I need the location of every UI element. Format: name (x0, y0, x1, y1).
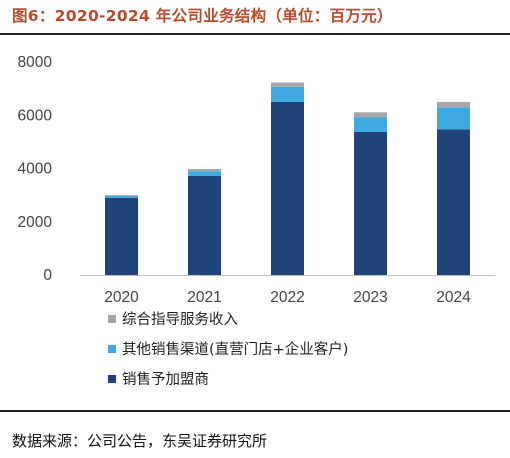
bar-segment-2024-s0 (437, 129, 470, 275)
bar-segment-2022-s0 (271, 101, 304, 275)
x-tick-label: 2021 (187, 289, 221, 306)
source-note: 数据来源：公司公告，东吴证券研究所 (12, 432, 268, 450)
y-tick-label: 0 (43, 267, 52, 284)
x-tick-label: 2024 (436, 289, 471, 306)
bar-segment-2024-s1 (437, 107, 470, 130)
bar-segment-2022-s1 (271, 86, 304, 102)
stacked-bar-chart: 0 2000 4000 6000 8000 2020 2021 2022 2023 2024 综… (18, 54, 495, 388)
bar-segment-2020-s2 (105, 195, 138, 196)
legend-label: 综合指导服务收入 (122, 311, 238, 328)
bar-segment-2020-s1 (105, 195, 138, 198)
y-tick-label: 4000 (18, 161, 53, 178)
legend-label: 销售予加盟商 (122, 371, 209, 388)
title-rule (0, 33, 510, 35)
legend-swatch (108, 345, 116, 353)
y-axis: 0 2000 4000 6000 8000 (18, 54, 53, 284)
x-tick-label: 2023 (353, 289, 387, 306)
bar-segment-2022-s2 (271, 82, 304, 87)
bar-segment-2024-s2 (437, 101, 470, 108)
legend-label: 其他销售渠道(直营门店+企业客户) (122, 340, 348, 358)
bar-segment-2021-s2 (188, 169, 221, 172)
legend-swatch (108, 375, 116, 383)
source-rule (0, 410, 510, 412)
y-tick-label: 6000 (18, 107, 53, 124)
y-tick-label: 8000 (18, 54, 53, 71)
bar-segment-2023-s0 (354, 131, 387, 275)
bar-segment-2021-s1 (188, 171, 221, 176)
y-tick-label: 2000 (18, 214, 53, 231)
legend-swatch (108, 315, 116, 323)
x-tick-label: 2022 (270, 289, 304, 306)
bar-segment-2020-s0 (105, 197, 138, 275)
bar-segment-2023-s2 (354, 112, 387, 118)
x-axis: 2020 2021 2022 2023 2024 (104, 289, 471, 306)
bar-segment-2023-s1 (354, 117, 387, 132)
bar-segment-2021-s0 (188, 175, 221, 275)
bars (105, 82, 470, 275)
chart-title: 图6：2020-2024 年公司业务结构（单位：百万元） (12, 7, 393, 25)
x-tick-label: 2020 (104, 289, 139, 306)
